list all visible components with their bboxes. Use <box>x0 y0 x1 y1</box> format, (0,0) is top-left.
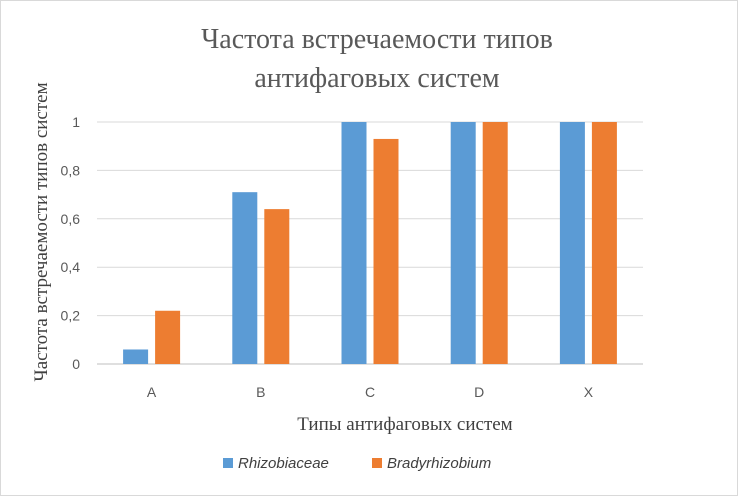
y-tick-label: 0,8 <box>61 162 81 178</box>
legend-label-rhizobiaceae: Rhizobiaceae <box>238 455 329 472</box>
chart-title-line-1: Частота встречаемости типов <box>201 24 553 55</box>
bar-rhizobiaceae-x <box>559 122 585 364</box>
y-tick-label: 0 <box>72 356 80 372</box>
bar-bradyrhizobium-x <box>591 122 617 364</box>
y-axis-ticks: 0 0,2 0,4 0,6 0,8 1 <box>61 114 81 372</box>
gridlines <box>97 121 643 365</box>
bar-rhizobiaceae-c <box>341 122 367 364</box>
chart-title-line-2: антифаговых систем <box>254 63 500 94</box>
y-tick-label: 0,6 <box>61 211 81 227</box>
bar-bradyrhizobium-a <box>155 310 181 364</box>
bar-rhizobiaceae-d <box>450 122 476 364</box>
bar-bradyrhizobium-c <box>373 138 399 364</box>
bar-rhizobiaceae-b <box>232 192 258 364</box>
legend-swatch-bradyrhizobium <box>372 458 382 468</box>
bar-rhizobiaceae-a <box>123 349 149 364</box>
x-tick-label: D <box>474 384 484 400</box>
y-axis-title: Частота встречаемости типов систем <box>31 82 52 381</box>
legend-label-bradyrhizobium: Bradyrhizobium <box>387 455 491 472</box>
y-tick-label: 0,2 <box>61 308 81 324</box>
legend-swatch-rhizobiaceae <box>223 458 233 468</box>
y-tick-label: 0,4 <box>61 259 81 275</box>
bars <box>123 122 617 364</box>
bar-bradyrhizobium-b <box>264 209 290 364</box>
x-axis-title: Типы антифаговых систем <box>297 414 512 435</box>
y-tick-label: 1 <box>72 114 80 130</box>
x-tick-label: B <box>256 384 265 400</box>
legend: Rhizobiaceae Bradyrhizobium <box>223 455 491 472</box>
x-tick-label: A <box>147 384 157 400</box>
x-tick-label: X <box>584 384 594 400</box>
x-tick-label: C <box>365 384 375 400</box>
bar-bradyrhizobium-d <box>482 122 508 364</box>
